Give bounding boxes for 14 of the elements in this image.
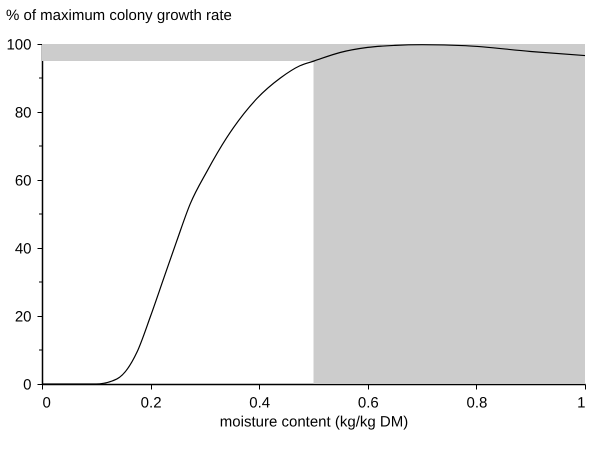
y-tick-label: 0 bbox=[23, 376, 32, 394]
x-tick-label: 0.2 bbox=[140, 394, 162, 412]
y-axis-title: % of maximum colony growth rate bbox=[6, 7, 232, 24]
x-tick-label: 1 bbox=[577, 394, 586, 412]
x-tick-label: 0.4 bbox=[249, 394, 270, 412]
y-tick-label: 80 bbox=[14, 104, 32, 122]
y-tick-label: 20 bbox=[14, 308, 32, 326]
y-tick-label: 60 bbox=[14, 172, 32, 190]
y-tick-label: 100 bbox=[6, 36, 32, 54]
x-tick-label: 0.6 bbox=[358, 394, 379, 412]
x-tick-label: 0.8 bbox=[466, 394, 488, 412]
x-tick-label: 0 bbox=[42, 394, 51, 412]
x-axis-title: moisture content (kg/kg DM) bbox=[220, 414, 408, 430]
y-tick-label: 40 bbox=[14, 240, 32, 258]
